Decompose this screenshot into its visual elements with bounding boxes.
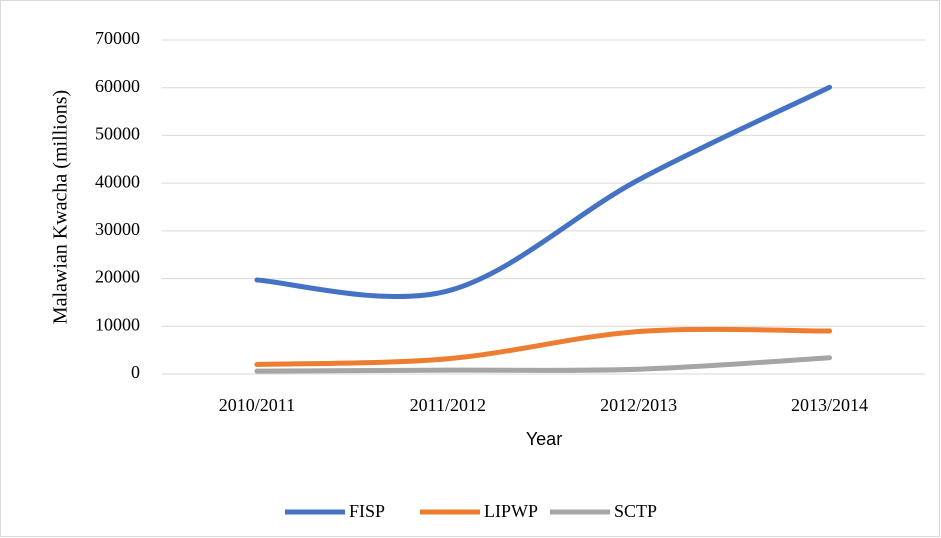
x-axis-label: Year [526,429,562,449]
y-axis-label: Malawian Kwacha (millions) [50,90,72,324]
y-tick-label: 70000 [95,28,140,48]
legend-label: LIPWP [484,501,538,521]
x-tick-label: 2013/2014 [791,395,868,415]
y-tick-label: 30000 [95,219,140,239]
x-tick-label: 2012/2013 [600,395,677,415]
y-tick-label: 60000 [95,76,140,96]
series-line [254,355,833,374]
legend-label: SCTP [614,501,657,521]
y-tick-label: 40000 [95,171,140,191]
y-tick-label: 50000 [95,124,140,144]
y-tick-label: 0 [131,362,140,382]
x-tick-label: 2010/2011 [219,395,295,415]
series-line [254,326,833,367]
x-tick-label: 2011/2012 [410,395,486,415]
y-tick-label: 20000 [95,267,140,287]
y-tick-label: 10000 [95,314,140,334]
legend-label: FISP [349,501,385,521]
series-line [254,84,833,300]
